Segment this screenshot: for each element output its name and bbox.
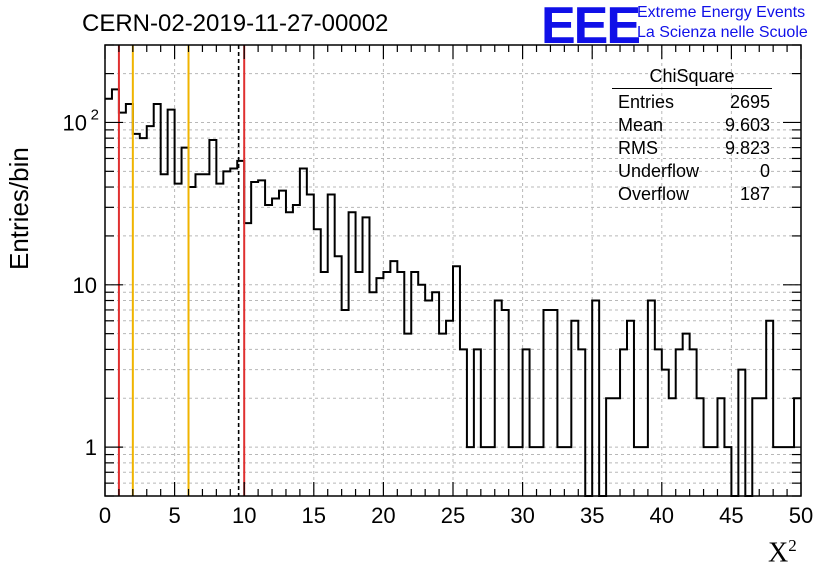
x-tick-label: 30	[510, 503, 534, 528]
x-tick-label: 35	[580, 503, 604, 528]
eee-logo: EEE	[541, 0, 641, 55]
stats-row: RMS 9.823	[612, 137, 778, 160]
x-tick-label: 20	[371, 503, 395, 528]
x-tick-label: 0	[99, 503, 111, 528]
stats-row: Entries 2695	[612, 91, 778, 114]
stats-row: Overflow 187	[612, 183, 778, 206]
x-tick-label: 5	[168, 503, 180, 528]
stats-value: 187	[739, 184, 770, 204]
x-tick-label: 25	[441, 503, 465, 528]
x-axis-label: X2	[768, 536, 797, 569]
y-tick-label-exponent: 2	[91, 106, 99, 123]
stats-value: 9.603	[724, 115, 770, 135]
chart-title: CERN-02-2019-11-27-00002	[82, 10, 389, 37]
x-axis-label-base: X	[768, 537, 789, 569]
y-tick-label: 1	[85, 435, 97, 460]
y-tick-label: 10	[73, 273, 97, 298]
stats-label: Underflow	[618, 161, 700, 181]
y-tick-label: 10	[63, 110, 87, 135]
stats-title: ChiSquare	[612, 66, 772, 89]
y-axis-label: Entries/bin	[4, 147, 34, 270]
x-tick-label: 10	[232, 503, 256, 528]
x-tick-label: 40	[650, 503, 674, 528]
x-tick-label: 50	[789, 503, 813, 528]
stats-label: Overflow	[618, 184, 690, 204]
stats-value: 0	[759, 161, 770, 181]
x-axis-label-exponent: 2	[788, 536, 797, 555]
x-tick-label: 15	[302, 503, 326, 528]
stats-value: 9.823	[724, 138, 770, 158]
logo-line-2: La Scienza nelle Scuole	[637, 24, 808, 41]
stats-row: Mean 9.603	[612, 114, 778, 137]
stats-value: 2695	[729, 92, 770, 112]
stats-label: RMS	[618, 138, 658, 158]
stats-label: Mean	[618, 115, 664, 135]
stats-box: ChiSquare Entries 2695 Mean 9.603 RMS 9.823…	[612, 66, 778, 206]
stats-row: Underflow 0	[612, 160, 778, 183]
logo-line-1: Extreme Energy Events	[637, 4, 806, 21]
stats-label: Entries	[618, 92, 675, 112]
histogram-line	[105, 88, 801, 497]
x-tick-label: 45	[719, 503, 743, 528]
